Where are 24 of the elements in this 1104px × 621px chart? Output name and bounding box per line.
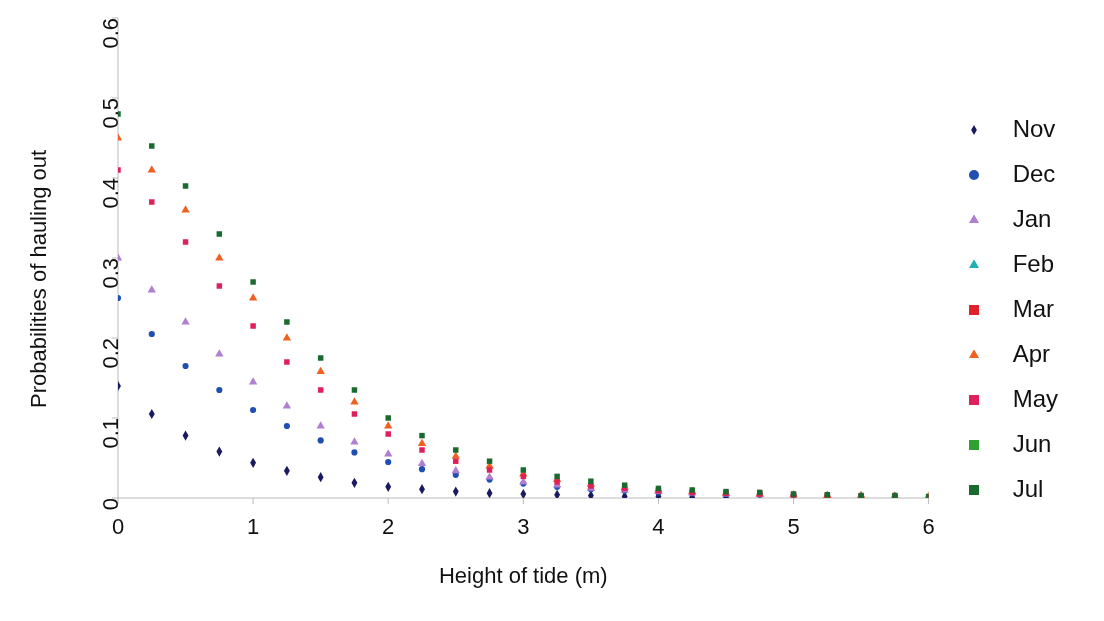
y-tick-label: 0.5 — [97, 98, 123, 129]
x-tick-label: 1 — [246, 513, 260, 539]
x-tick-label: 6 — [922, 513, 935, 539]
legend-label: Jan — [1012, 204, 1052, 232]
y-axis-title: Probabilities of hauling out — [25, 149, 51, 408]
x-tick-label: 2 — [382, 513, 395, 539]
y-tick-label: 0.4 — [97, 178, 123, 209]
legend-label: Feb — [1012, 249, 1055, 277]
legend-label: Apr — [1012, 339, 1051, 367]
legend-label: Dec — [1012, 159, 1056, 187]
legend-label: Jul — [1012, 474, 1044, 502]
x-axis-title: Height of tide (m) — [438, 563, 608, 588]
y-tick-label: 0.2 — [97, 338, 123, 369]
x-tick-label: 3 — [517, 513, 530, 539]
legend-label: Mar — [1012, 294, 1054, 322]
x-tick-label: 5 — [787, 513, 800, 539]
legend-label: Jun — [1012, 429, 1052, 457]
y-tick-label: 0.1 — [97, 418, 123, 449]
y-tick-label: 0 — [97, 498, 123, 511]
y-tick-label: 0.3 — [97, 258, 123, 289]
y-tick-label: 0.6 — [97, 18, 123, 49]
legend-label: Nov — [1012, 114, 1056, 142]
legend-label: May — [1012, 384, 1058, 412]
x-tick-label: 4 — [652, 513, 665, 539]
